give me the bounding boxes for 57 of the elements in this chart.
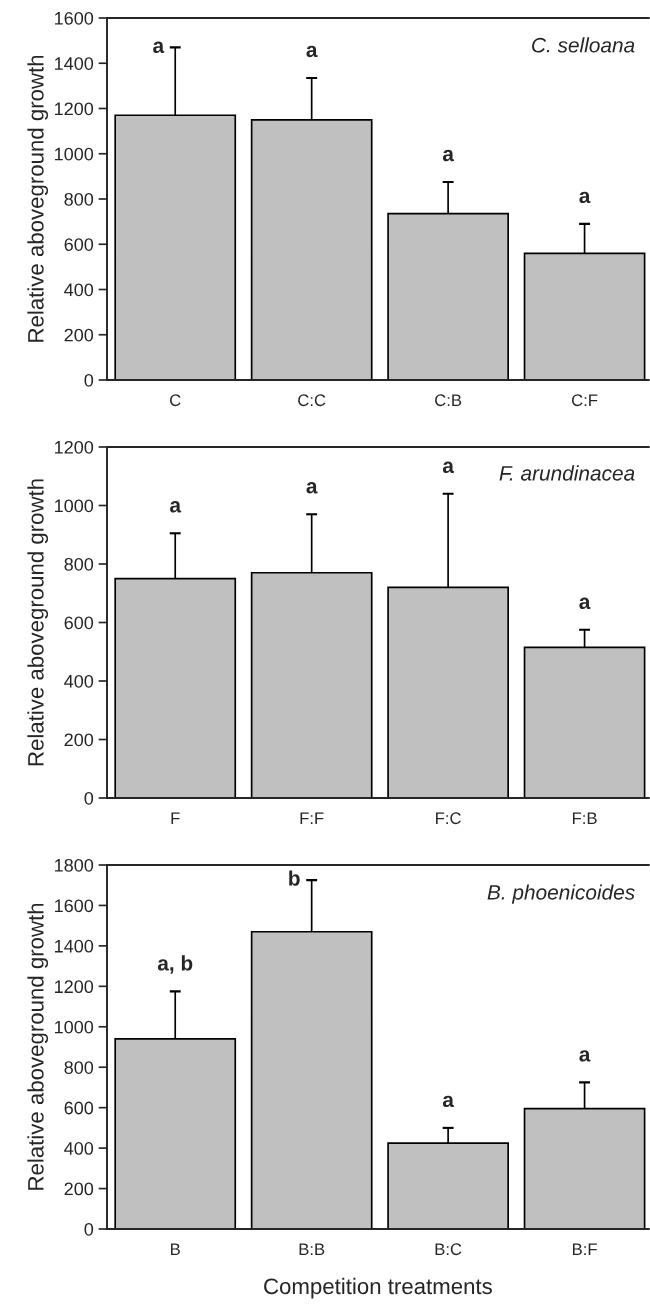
y-tick-label: 1000 — [55, 147, 94, 161]
y-tick-label: 800 — [64, 1061, 94, 1074]
y-tick-label: 600 — [64, 616, 94, 630]
y-tick-label: 1000 — [55, 499, 94, 513]
x-tick-label: F:C — [436, 812, 461, 825]
y-tick-label: 400 — [64, 674, 94, 688]
annotation: a — [170, 501, 182, 513]
y-tick-label: 1400 — [55, 57, 94, 70]
x-tick-label: B:B — [299, 1243, 325, 1255]
y-tick-label: 1200 — [55, 440, 94, 454]
text: C. selloana — [532, 37, 635, 53]
y-tick-label: 600 — [64, 238, 94, 251]
annotation: b — [289, 870, 300, 886]
annotation: a — [579, 1050, 591, 1062]
y-tick-label: 1800 — [55, 858, 94, 872]
y-tick-label: 800 — [64, 192, 94, 206]
annotation: a — [306, 482, 318, 494]
annotation: a — [579, 597, 591, 610]
x-tick-label: B — [171, 1243, 180, 1255]
y-tick-label: 800 — [64, 557, 94, 571]
annotation: a — [442, 461, 455, 474]
y-tick-label: 1600 — [55, 11, 94, 25]
y-tick-label: 200 — [64, 1182, 94, 1196]
annotation: a — [442, 149, 455, 162]
x-axis-title: Competition treatments — [264, 1277, 492, 1299]
y-tick-label: 1400 — [55, 939, 94, 953]
x-tick-label: F — [171, 812, 180, 824]
y-axis-title: Relative aboveground growth — [27, 479, 49, 766]
y-tick-label: 0 — [84, 1222, 94, 1236]
x-tick-label: B:F — [572, 1243, 597, 1255]
annotation: a — [306, 45, 318, 58]
text: F. arundinacea — [499, 465, 635, 481]
y-tick-label: 200 — [64, 328, 94, 342]
annotation: a, b — [157, 955, 193, 974]
y-tick-label: 1200 — [55, 980, 94, 994]
annotation: a — [442, 1095, 455, 1108]
x-tick-label: B:C — [435, 1243, 462, 1256]
y-tick-label: 200 — [64, 733, 94, 747]
y-tick-label: 1600 — [55, 899, 94, 913]
x-tick-label: C:F — [571, 394, 598, 407]
x-tick-label: F:B — [572, 812, 597, 824]
y-tick-label: 0 — [84, 373, 94, 387]
x-tick-label: F:F — [300, 812, 324, 824]
annotation: a — [153, 41, 165, 53]
x-tick-label: C:B — [435, 394, 462, 407]
annotation: a — [579, 191, 591, 204]
y-axis-title: Relative aboveground growth — [27, 55, 49, 342]
y-tick-label: 400 — [64, 283, 94, 297]
y-tick-label: 0 — [84, 791, 94, 805]
y-axis-title: Relative aboveground growth — [27, 903, 49, 1190]
y-tick-label: 600 — [64, 1101, 94, 1115]
text: B. phoenicoides — [487, 884, 635, 904]
x-tick-label: C — [170, 394, 181, 407]
y-tick-label: 1200 — [55, 102, 94, 116]
y-tick-label: 1000 — [55, 1020, 94, 1034]
y-tick-label: 400 — [64, 1142, 94, 1155]
x-tick-label: C:C — [298, 394, 326, 407]
